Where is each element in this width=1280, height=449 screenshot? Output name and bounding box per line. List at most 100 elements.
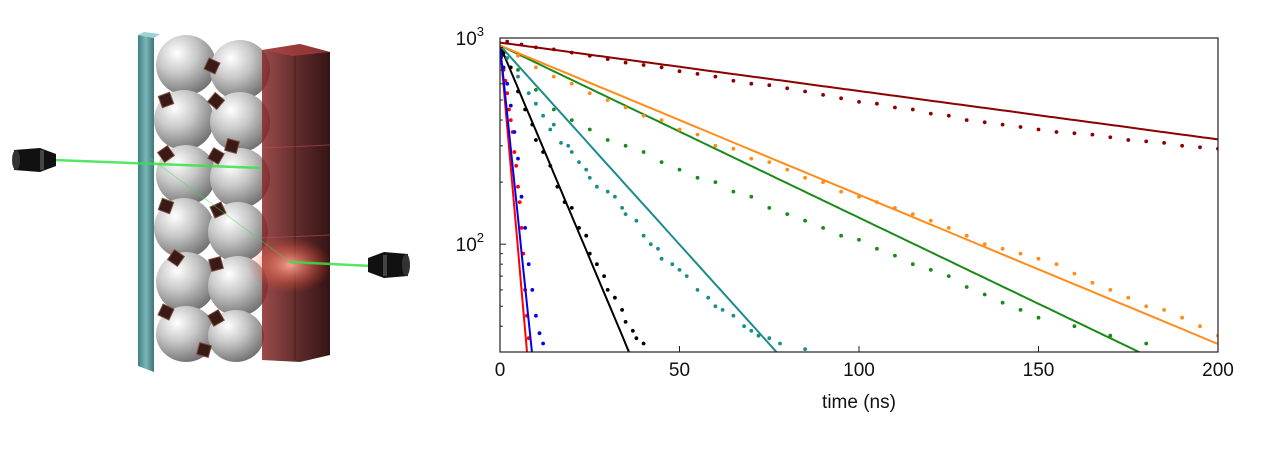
data-point bbox=[1018, 308, 1023, 312]
data-point bbox=[803, 89, 807, 94]
data-point bbox=[1036, 315, 1041, 320]
data-point bbox=[569, 206, 574, 210]
data-point bbox=[551, 107, 556, 112]
data-point bbox=[946, 274, 951, 278]
data-point bbox=[630, 328, 635, 333]
data-point bbox=[749, 328, 754, 333]
data-point bbox=[742, 324, 746, 329]
data-point bbox=[785, 167, 790, 172]
data-point bbox=[821, 226, 825, 230]
data-point bbox=[623, 60, 628, 65]
data-point bbox=[534, 88, 538, 92]
data-point bbox=[749, 81, 754, 86]
data-point bbox=[1072, 271, 1077, 276]
data-point bbox=[537, 331, 542, 336]
fit-line bbox=[500, 45, 631, 352]
data-point bbox=[928, 111, 933, 116]
data-point bbox=[659, 160, 664, 165]
data-point bbox=[569, 118, 574, 122]
data-point bbox=[1198, 324, 1202, 329]
series-4 bbox=[500, 44, 1149, 352]
data-point bbox=[1162, 308, 1166, 312]
data-point bbox=[613, 295, 617, 300]
data-point bbox=[526, 262, 531, 267]
decay-chart: 0 50 100 150 200 102 103 time (ns) bbox=[456, 24, 1234, 413]
data-point bbox=[839, 233, 843, 238]
data-point bbox=[1054, 262, 1059, 267]
series-2 bbox=[500, 45, 646, 352]
fit-line bbox=[500, 44, 1218, 345]
data-point bbox=[695, 288, 700, 292]
data-point bbox=[516, 184, 520, 189]
series-3 bbox=[500, 44, 807, 352]
data-point bbox=[1072, 131, 1077, 136]
data-point bbox=[1144, 139, 1149, 144]
data-point bbox=[731, 189, 736, 194]
data-point bbox=[720, 308, 725, 312]
x-tick-label: 0 bbox=[495, 360, 506, 381]
data-point bbox=[982, 120, 987, 125]
x-axis-title: time (ns) bbox=[822, 392, 896, 413]
data-point bbox=[964, 118, 969, 122]
data-point bbox=[749, 156, 754, 161]
data-point bbox=[516, 53, 520, 58]
data-point bbox=[857, 100, 861, 104]
red-crystal bbox=[248, 44, 332, 362]
data-point bbox=[505, 81, 510, 86]
glass-slab bbox=[138, 32, 160, 372]
data-point bbox=[767, 206, 772, 210]
data-point bbox=[516, 74, 520, 79]
data-point bbox=[964, 233, 969, 238]
data-point bbox=[684, 274, 689, 278]
data-point bbox=[821, 93, 825, 97]
data-point bbox=[1000, 300, 1005, 305]
data-point bbox=[756, 333, 761, 338]
x-tick-label: 100 bbox=[843, 360, 875, 381]
data-point bbox=[1054, 130, 1059, 134]
data-point bbox=[713, 143, 718, 148]
fit-line bbox=[500, 41, 1218, 141]
data-point bbox=[587, 175, 592, 180]
data-point bbox=[534, 65, 538, 70]
data-point bbox=[613, 194, 617, 199]
data-point bbox=[634, 336, 639, 341]
cube-particles bbox=[156, 57, 240, 358]
data-point bbox=[620, 206, 624, 210]
data-point bbox=[839, 96, 843, 101]
data-point bbox=[1162, 141, 1166, 145]
data-point bbox=[731, 146, 736, 151]
data-point bbox=[519, 194, 524, 199]
data-point bbox=[749, 194, 754, 199]
data-point bbox=[534, 313, 538, 318]
data-point bbox=[587, 127, 592, 132]
data-point bbox=[695, 175, 700, 180]
data-point bbox=[1126, 295, 1131, 300]
data-point bbox=[731, 78, 736, 83]
data-point bbox=[551, 122, 556, 127]
data-point bbox=[964, 285, 969, 289]
data-point bbox=[1180, 315, 1184, 320]
data-point bbox=[1036, 127, 1041, 132]
series-5 bbox=[500, 44, 1218, 345]
data-point bbox=[767, 83, 772, 88]
data-point bbox=[695, 72, 700, 76]
data-point bbox=[516, 156, 520, 161]
plot-area bbox=[500, 39, 1218, 352]
data-point bbox=[602, 274, 606, 278]
sample-illustration bbox=[12, 32, 410, 372]
data-point bbox=[634, 218, 639, 223]
data-point bbox=[512, 130, 517, 134]
data-point bbox=[1072, 324, 1077, 329]
y-tick-label: 102 bbox=[456, 230, 484, 256]
data-point bbox=[559, 141, 563, 145]
data-point bbox=[803, 218, 807, 223]
nozzle-right-icon bbox=[368, 252, 410, 278]
data-point bbox=[677, 69, 682, 74]
data-point bbox=[677, 167, 682, 172]
data-point bbox=[569, 81, 574, 86]
data-point bbox=[1090, 280, 1095, 285]
data-point bbox=[839, 189, 843, 194]
data-point bbox=[505, 56, 510, 60]
data-point bbox=[623, 320, 628, 324]
series-1 bbox=[500, 45, 545, 352]
